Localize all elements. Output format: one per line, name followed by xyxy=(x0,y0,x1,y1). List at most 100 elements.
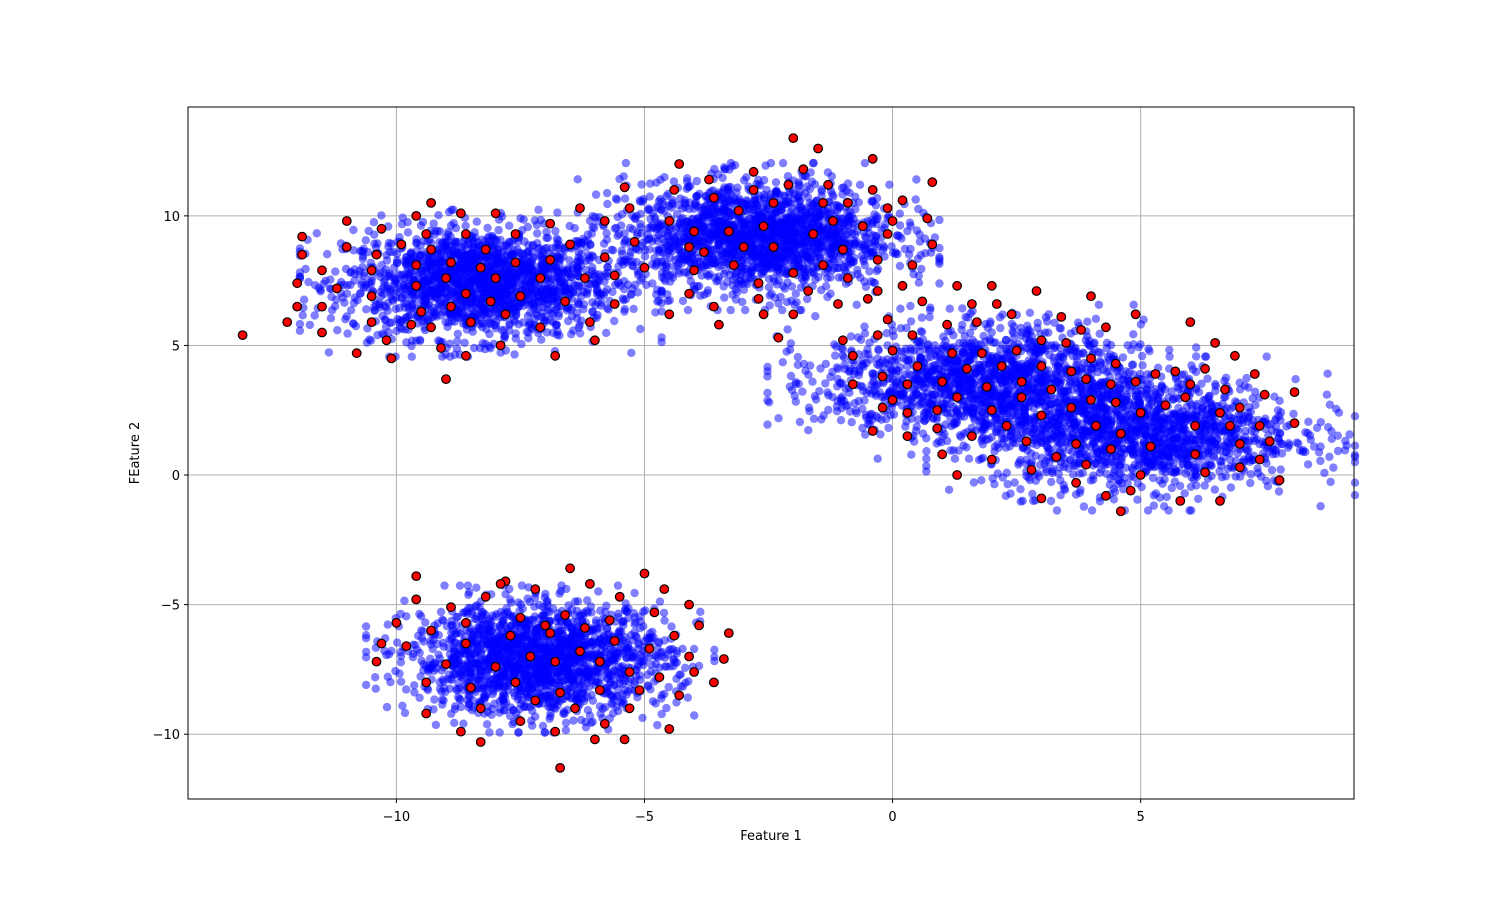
dense-point xyxy=(660,238,670,247)
dense-point xyxy=(602,229,611,238)
dense-point xyxy=(695,189,704,199)
dense-point xyxy=(703,286,713,295)
dense-point xyxy=(362,305,371,314)
dense-point xyxy=(528,247,537,257)
dense-point xyxy=(710,652,719,661)
dense-point xyxy=(434,211,443,220)
dense-point xyxy=(801,208,810,217)
dense-point xyxy=(366,336,376,345)
dense-point xyxy=(577,316,586,325)
dense-point xyxy=(462,268,471,278)
dense-point xyxy=(416,221,426,230)
dense-point xyxy=(646,179,655,188)
dense-point xyxy=(534,205,543,214)
dense-point xyxy=(774,299,783,308)
dense-point xyxy=(435,227,445,236)
dense-point xyxy=(597,298,606,307)
dense-point xyxy=(678,296,688,306)
dense-point xyxy=(573,175,582,184)
dense-point xyxy=(827,172,836,181)
dense-point xyxy=(916,250,925,260)
dense-point xyxy=(602,328,611,338)
dense-point xyxy=(861,282,871,291)
dense-point xyxy=(514,320,523,329)
dense-point xyxy=(906,244,915,254)
dense-point xyxy=(554,311,563,321)
dense-point xyxy=(408,269,417,278)
dense-point xyxy=(431,309,440,318)
dense-point xyxy=(452,247,462,257)
dense-point xyxy=(381,315,390,325)
dense-point xyxy=(537,259,546,269)
dense-point xyxy=(766,158,776,168)
dense-point xyxy=(527,324,537,334)
dense-point xyxy=(728,290,737,299)
dense-point xyxy=(412,238,421,247)
dense-point xyxy=(758,203,768,212)
dense-point xyxy=(349,246,358,255)
dense-point xyxy=(873,214,882,224)
dense-point xyxy=(859,256,868,266)
dense-point xyxy=(628,261,637,270)
dense-point xyxy=(384,242,393,251)
dense-point xyxy=(638,713,647,723)
dense-point xyxy=(403,228,413,237)
dense-point xyxy=(677,252,687,261)
dense-point xyxy=(525,597,534,606)
dense-point xyxy=(425,298,434,308)
dense-point xyxy=(720,293,729,302)
dense-point xyxy=(641,606,650,615)
dense-point xyxy=(645,245,654,254)
dense-point xyxy=(331,267,340,276)
dense-point xyxy=(449,219,458,228)
dense-point xyxy=(794,178,803,187)
dense-point xyxy=(794,216,803,225)
dense-point xyxy=(310,311,319,320)
dense-point xyxy=(664,246,673,255)
dense-point xyxy=(468,295,477,304)
dense-point xyxy=(519,215,528,224)
dense-point xyxy=(346,280,355,290)
dense-point xyxy=(791,289,800,298)
dense-point xyxy=(506,251,515,260)
dense-point xyxy=(537,335,546,344)
dense-point xyxy=(779,252,788,262)
dense-point xyxy=(408,299,417,308)
dense-point xyxy=(421,618,430,627)
dense-point xyxy=(455,581,465,590)
dense-point xyxy=(341,315,350,324)
dense-point xyxy=(561,726,571,735)
dense-point xyxy=(548,244,557,253)
dense-point xyxy=(682,217,691,226)
dense-point xyxy=(710,273,720,282)
dense-point xyxy=(891,248,900,257)
dense-point xyxy=(865,267,874,276)
dense-point xyxy=(915,237,925,246)
dense-point xyxy=(712,226,721,236)
dense-point xyxy=(643,681,652,690)
dense-point xyxy=(861,232,870,241)
dense-point xyxy=(370,306,379,315)
dense-point xyxy=(834,263,843,272)
dense-point xyxy=(741,305,750,315)
dense-point xyxy=(663,296,673,306)
dense-point xyxy=(713,207,723,216)
dense-point xyxy=(631,280,640,290)
dense-point xyxy=(500,332,509,341)
dense-point xyxy=(511,311,521,320)
dense-point xyxy=(625,223,635,233)
dense-point xyxy=(434,300,443,310)
dense-point xyxy=(783,172,793,181)
dense-point xyxy=(643,670,652,680)
dense-point xyxy=(402,259,412,269)
dense-point xyxy=(468,327,477,336)
dense-point xyxy=(586,718,596,728)
dense-point xyxy=(720,165,730,174)
dense-point xyxy=(603,263,612,272)
dense-point xyxy=(450,718,459,727)
dense-point xyxy=(591,190,601,199)
dense-point xyxy=(576,292,586,301)
dense-point xyxy=(657,337,666,347)
dense-point xyxy=(573,264,582,273)
dense-point xyxy=(822,207,831,216)
